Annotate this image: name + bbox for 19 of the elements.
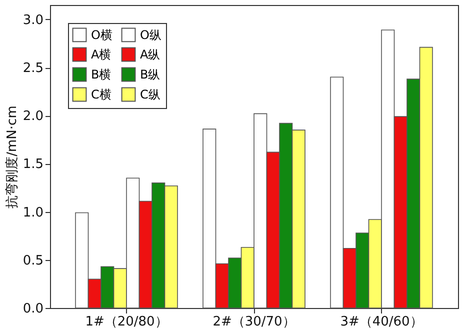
- legend-label: B横: [91, 68, 112, 82]
- y-tick-label: 2.0: [22, 109, 44, 124]
- legend-label: O横: [91, 28, 112, 42]
- y-tick-label: 0.5: [22, 253, 44, 268]
- y-tick-label: 1.0: [22, 205, 44, 220]
- y-axis-title: 抗弯刚度/mN·cm: [4, 106, 20, 208]
- y-tick-label: 2.5: [22, 61, 44, 76]
- legend-label: C纵: [140, 88, 160, 102]
- legend-label: A纵: [140, 48, 160, 62]
- legend-label: B纵: [140, 68, 160, 82]
- x-tick-label: 2#（30/70）: [212, 314, 296, 330]
- x-tick-label: 3#（40/60）: [340, 314, 423, 330]
- legend-label: O纵: [140, 28, 162, 42]
- x-tick-label: 1#（20/80）: [85, 314, 168, 330]
- legend-label: A横: [91, 48, 112, 62]
- legend-label: C横: [91, 88, 112, 102]
- y-tick-label: 1.5: [22, 157, 44, 172]
- y-tick-label: 3.0: [22, 12, 44, 28]
- y-tick-label: 0.0: [22, 302, 44, 316]
